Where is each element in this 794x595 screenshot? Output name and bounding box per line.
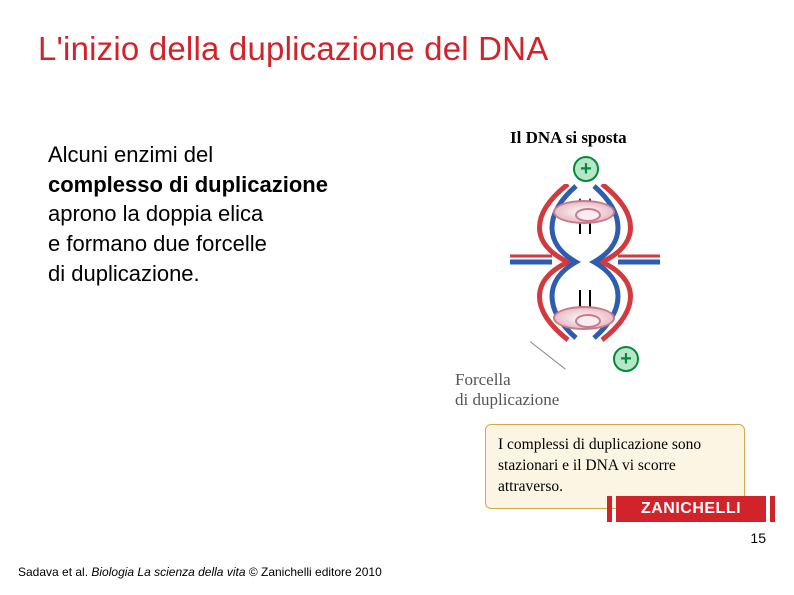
dna-moves-label: Il DNA si sposta: [510, 128, 627, 148]
footer-credit: Sadava et al. Biologia La scienza della …: [18, 565, 382, 579]
dna-diagram: Il DNA si sposta + + Forcella di duplica…: [455, 128, 765, 488]
forcella-line-1: Forcella: [455, 370, 511, 389]
body-paragraph: Alcuni enzimi del complesso di duplicazi…: [48, 140, 418, 288]
body-line-5: di duplicazione.: [48, 261, 200, 286]
body-line-3: aprono la doppia elica: [48, 201, 263, 226]
forcella-label: Forcella di duplicazione: [455, 370, 559, 411]
slide-title: L'inizio della duplicazione del DNA: [38, 30, 548, 68]
footer-title-italic: Biologia La scienza della vita: [91, 565, 248, 579]
page-number: 15: [750, 530, 766, 546]
replication-complex-top: [553, 200, 615, 224]
plus-icon: +: [613, 346, 639, 372]
footer-authors: Sadava et al.: [18, 565, 91, 579]
footer-rest: © Zanichelli editore 2010: [249, 565, 382, 579]
body-line-4: e formano due forcelle: [48, 231, 267, 256]
plus-icon: +: [573, 156, 599, 182]
pointer-line: [530, 341, 566, 369]
forcella-line-2: di duplicazione: [455, 390, 559, 409]
body-line-1: Alcuni enzimi del: [48, 142, 213, 167]
body-line-2-bold: complesso di duplicazione: [48, 172, 328, 197]
replication-complex-bottom: [553, 306, 615, 330]
publisher-badge: ZANICHELLI: [616, 496, 766, 522]
